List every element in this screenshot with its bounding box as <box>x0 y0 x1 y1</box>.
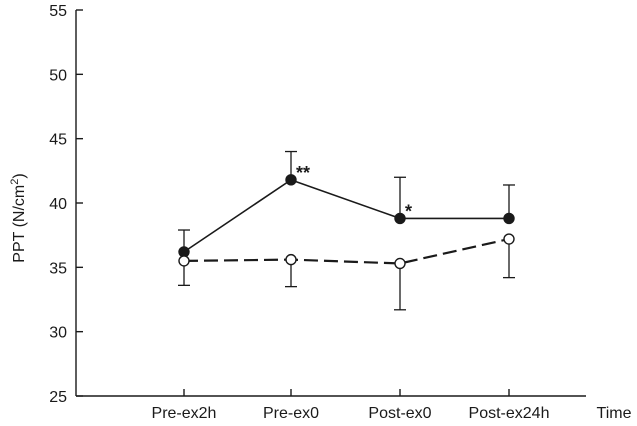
y-tick-label: 45 <box>49 132 67 149</box>
open-series-point <box>178 255 190 267</box>
x-tick-label: Post-ex24h <box>469 405 550 422</box>
y-axis-label-main: PPT (N/cm <box>11 185 28 263</box>
open-series-point <box>394 257 406 270</box>
open-series-point <box>285 253 297 266</box>
y-tick-label: 50 <box>49 67 67 84</box>
y-tick-label: 40 <box>49 196 67 213</box>
significance-marker: * <box>405 201 412 221</box>
open-series-point <box>503 233 515 245</box>
y-tick-label: 30 <box>49 325 67 342</box>
x-tick-label: Pre-ex0 <box>263 405 319 422</box>
x-tick-label: Pre-ex2h <box>152 405 217 422</box>
y-axis-label-close: ) <box>11 173 28 178</box>
y-tick-label: 55 <box>49 3 67 20</box>
filled-series-point <box>285 174 297 186</box>
y-axis-label: PPT (N/cm2) <box>9 173 28 262</box>
open-series-line <box>183 237 510 265</box>
y-tick-label: 25 <box>49 389 67 406</box>
y-axis-label-superscript: 2 <box>9 179 21 185</box>
plot-area: 25 30 35 40 45 50 55 Pre-ex2h Pre-ex0 Post-ex0 Pos… <box>49 3 586 422</box>
significance-marker: ** <box>296 163 310 183</box>
filled-series-point <box>394 212 406 225</box>
x-axis-label: Time <box>597 405 632 422</box>
y-tick-label: 35 <box>49 260 67 277</box>
x-tick-label: Post-ex0 <box>368 405 431 422</box>
filled-series-point <box>503 212 515 225</box>
filled-series-line <box>183 178 509 253</box>
